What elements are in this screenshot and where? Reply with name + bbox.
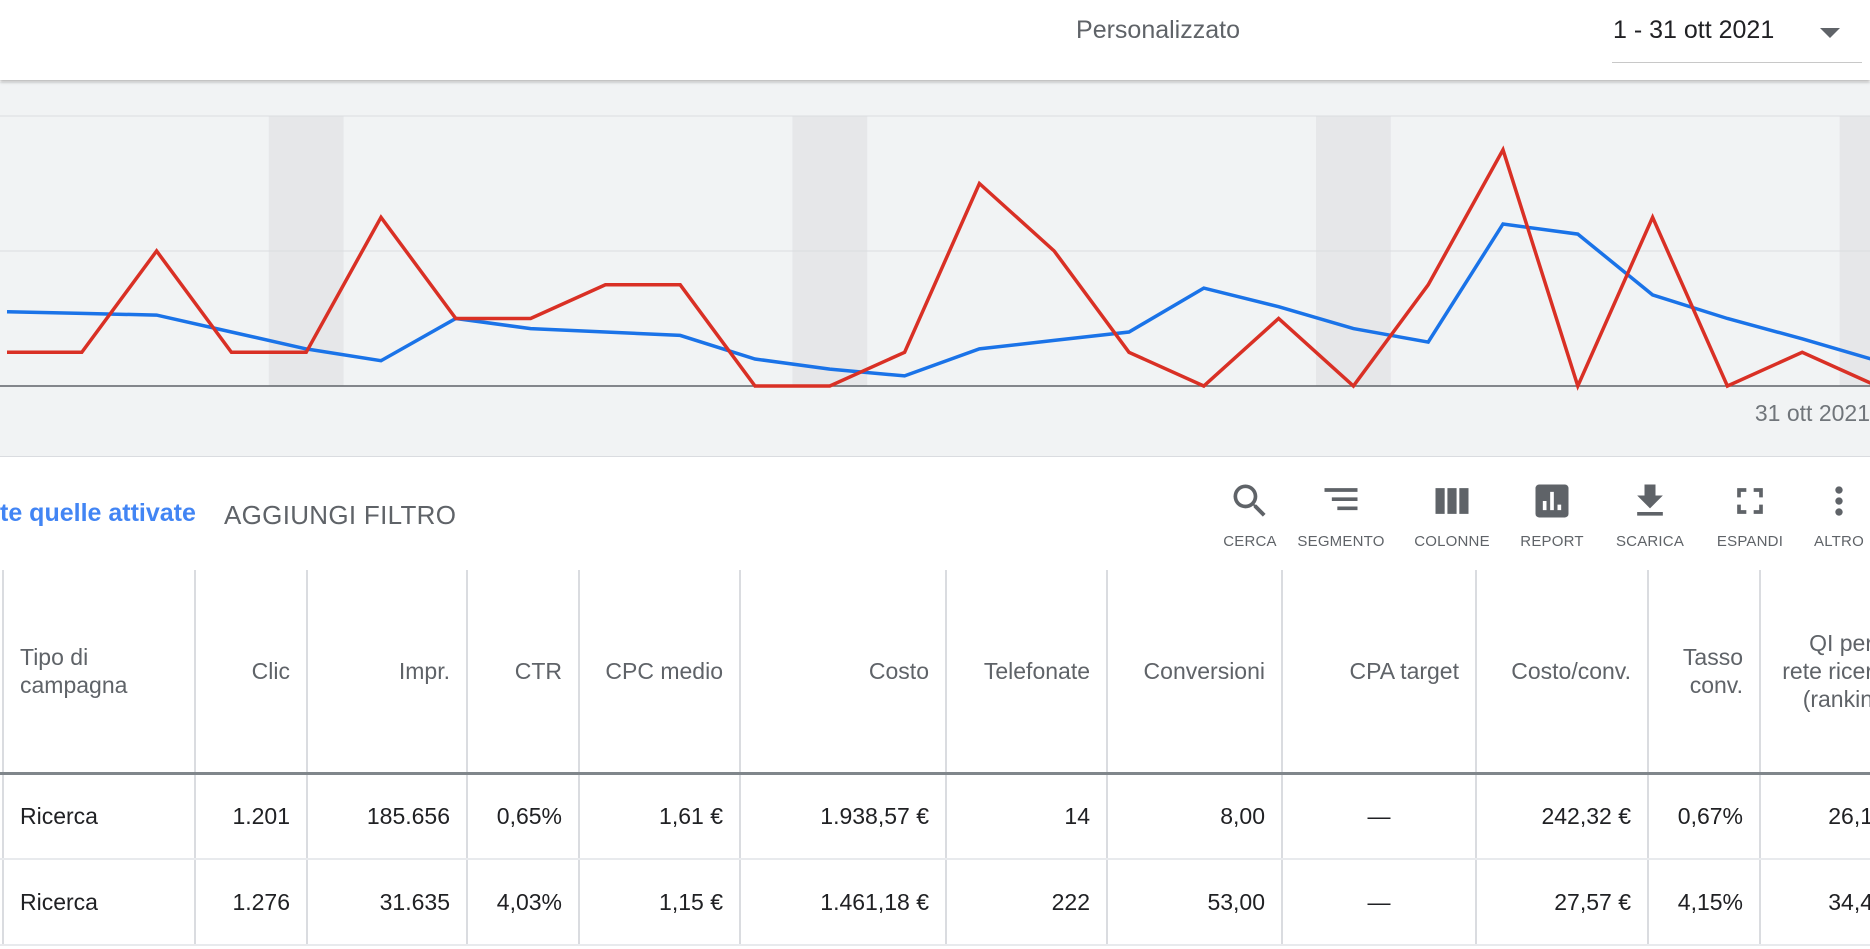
- cell-cost: 1.938,57 €: [740, 773, 947, 860]
- fullscreen-icon: [1737, 488, 1763, 514]
- cell-conversions: 8,00: [1107, 773, 1283, 860]
- date-range-type-label: Personalizzato: [1076, 16, 1240, 44]
- download-icon: [1637, 484, 1663, 516]
- cell-impressions: 185.656: [307, 773, 468, 860]
- report-label: REPORT: [1520, 533, 1584, 550]
- column-header-conversions[interactable]: Conversioni: [1107, 570, 1283, 775]
- column-header-phone-calls[interactable]: Telefonate: [946, 570, 1108, 775]
- column-header-search-is[interactable]: QI per rete ricer (rankin: [1760, 570, 1870, 775]
- report-button[interactable]: REPORT: [1514, 479, 1590, 559]
- series-line-1: [7, 145, 1870, 391]
- cell-ctr: 4,03%: [467, 859, 580, 946]
- cell-avg-cpc: 1,61 €: [579, 773, 741, 860]
- cell-conv-rate: 0,67%: [1648, 773, 1761, 860]
- dropdown-caret-icon: [1820, 28, 1840, 38]
- expand-button[interactable]: ESPANDI: [1710, 479, 1790, 559]
- row-edge-cell: [0, 773, 4, 860]
- download-label: SCARICA: [1615, 533, 1685, 550]
- more-button[interactable]: ALTRO: [1808, 479, 1870, 559]
- cell-conv-rate: 4,15%: [1648, 859, 1761, 946]
- columns-label: COLONNE: [1414, 533, 1490, 550]
- search-button[interactable]: CERCA: [1210, 479, 1290, 559]
- date-range-picker[interactable]: 1 - 31 ott 2021: [1612, 8, 1862, 63]
- cell-clicks: 1.276: [195, 859, 308, 946]
- segment-label: SEGMENTO: [1297, 533, 1385, 550]
- cell-impressions: 31.635: [307, 859, 468, 946]
- expand-label: ESPANDI: [1716, 533, 1784, 550]
- cell-target-cpa: —: [1282, 859, 1477, 946]
- table-toolbar: te quelle attivate AGGIUNGI FILTRO CERCA…: [0, 457, 1870, 570]
- campaign-table: Tipo di campagna Clic Impr. CTR CPC medi…: [0, 570, 1870, 949]
- cell-cost-per-conv: 242,32 €: [1476, 773, 1649, 860]
- chart-divider: [0, 456, 1870, 457]
- columns-button[interactable]: COLONNE: [1406, 479, 1498, 559]
- column-header-campaign-type[interactable]: Tipo di campagna: [3, 570, 196, 775]
- column-header-ctr[interactable]: CTR: [467, 570, 580, 775]
- cell-campaign-type: Ricerca: [3, 859, 196, 946]
- cell-cost: 1.461,18 €: [740, 859, 947, 946]
- cell-campaign-type: Ricerca: [3, 773, 196, 860]
- cell-phone-calls: 14: [946, 773, 1108, 860]
- column-header-avg-cpc[interactable]: CPC medio: [579, 570, 741, 775]
- cell-cost-per-conv: 27,57 €: [1476, 859, 1649, 946]
- add-filter-button[interactable]: AGGIUNGI FILTRO: [224, 500, 457, 530]
- cell-search-is: 26,1: [1760, 773, 1870, 860]
- row-edge-cell: [0, 859, 4, 946]
- table-row[interactable]: Ricerca 1.201 185.656 0,65% 1,61 € 1.938…: [0, 773, 1870, 860]
- columns-icon: [1435, 488, 1469, 514]
- more-label: ALTRO: [1814, 533, 1864, 550]
- column-header-clicks[interactable]: Clic: [195, 570, 308, 775]
- column-header-conv-rate[interactable]: Tasso conv.: [1648, 570, 1761, 775]
- cell-conversions: 53,00: [1107, 859, 1283, 946]
- search-label: CERCA: [1223, 533, 1277, 550]
- column-header-cost[interactable]: Costo: [740, 570, 947, 775]
- cell-search-is: 34,4: [1760, 859, 1870, 946]
- column-header-impressions[interactable]: Impr.: [307, 570, 468, 775]
- line-chart-svg: [0, 115, 1870, 391]
- date-range-value: 1 - 31 ott 2021: [1613, 16, 1775, 44]
- cell-avg-cpc: 1,15 €: [579, 859, 741, 946]
- cell-ctr: 0,65%: [467, 773, 580, 860]
- segment-icon: [1324, 488, 1358, 511]
- table-row[interactable]: Ricerca 1.276 31.635 4,03% 1,15 € 1.461,…: [0, 859, 1870, 946]
- download-button[interactable]: SCARICA: [1608, 479, 1692, 559]
- cell-clicks: 1.201: [195, 773, 308, 860]
- top-bar: Personalizzato 1 - 31 ott 2021: [0, 0, 1870, 80]
- table-header-row: Tipo di campagna Clic Impr. CTR CPC medi…: [0, 570, 1870, 775]
- segment-button[interactable]: SEGMENTO: [1290, 479, 1392, 559]
- report-icon: [1535, 484, 1569, 518]
- cell-phone-calls: 222: [946, 859, 1108, 946]
- performance-chart: 31 ott 2021: [0, 82, 1870, 456]
- column-header-target-cpa[interactable]: CPA target: [1282, 570, 1477, 775]
- active-filter-link[interactable]: te quelle attivate: [0, 499, 196, 527]
- cell-target-cpa: —: [1282, 773, 1477, 860]
- more-vert-icon: [1835, 486, 1843, 516]
- search-icon: [1233, 484, 1266, 517]
- x-axis-end-label: 31 ott 2021: [1754, 400, 1870, 426]
- column-header-cost-per-conv[interactable]: Costo/conv.: [1476, 570, 1649, 775]
- checkbox-column-header: [0, 570, 4, 775]
